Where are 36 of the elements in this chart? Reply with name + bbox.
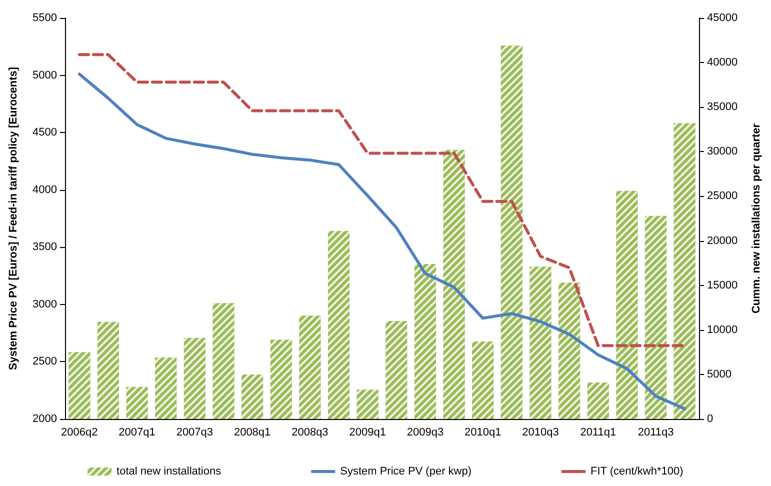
y-tick-label: 2000 [32, 413, 57, 425]
y2-tick-label: 40000 [707, 56, 738, 69]
x-tick-label: 2006q2 [61, 426, 98, 438]
y2-tick-label: 0 [707, 413, 714, 425]
y2-tick-label: 35000 [707, 101, 738, 114]
x-tick-label: 2009q3 [406, 426, 444, 438]
y2-tick-label: 25000 [707, 190, 738, 202]
y2-tick-label: 30000 [707, 146, 738, 158]
x-tick-label: 2011q1 [580, 426, 616, 438]
y-tick-label: 4500 [32, 126, 57, 139]
line-series [78, 72, 686, 410]
y2-axis-title: Cumm. new installations per quarter [750, 122, 762, 314]
y-tick-label: 3000 [32, 298, 57, 310]
y-tick-label: 5500 [32, 12, 57, 24]
x-tick-label: 2008q1 [234, 426, 271, 438]
line-series [78, 53, 686, 348]
x-tick-label: 2011q3 [638, 426, 674, 438]
y-tick-label: 2500 [32, 356, 57, 368]
y-tick-label: 5000 [32, 69, 57, 82]
y2-tick-label: 15000 [707, 279, 738, 292]
y-tick-label: 3500 [32, 241, 57, 254]
y2-tick-label: 5000 [707, 368, 732, 380]
x-tick-label: 2009q1 [349, 426, 386, 438]
y-axis-title: System Price PV [Euros] / Feed-in tariff policy [Eurocents] [8, 66, 20, 370]
legend-label: System Price PV (per kwp) [340, 466, 472, 478]
legend-label: total new installations [116, 466, 222, 478]
x-tick-label: 2007q1 [118, 426, 156, 438]
y-tick-label: 4000 [32, 184, 57, 196]
x-tick-label: 2008q3 [292, 426, 328, 438]
x-tick-label: 2010q3 [522, 426, 559, 438]
y2-tick-label: 10000 [707, 324, 738, 336]
legend-label: FIT (cent/kwh*100) [590, 466, 684, 478]
x-tick-label: 2007q3 [176, 426, 214, 438]
y2-tick-label: 20000 [707, 234, 738, 247]
y2-tick-label: 45000 [707, 12, 738, 24]
x-tick-label: 2010q1 [464, 426, 502, 438]
